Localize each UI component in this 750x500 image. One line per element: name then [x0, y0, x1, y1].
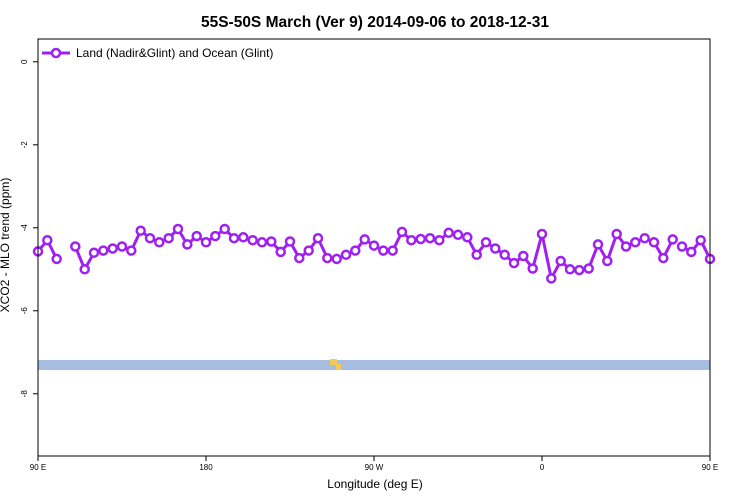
data-point — [443, 227, 454, 239]
data-point — [406, 234, 417, 246]
data-point — [284, 236, 296, 247]
data-point — [172, 223, 184, 235]
x-tick-label: 90 E — [702, 463, 718, 472]
axis-ticks: 90 E 180 90 W 0 90 E 0 -2 -4 -6 -8 — [20, 59, 718, 472]
legend: Land (Nadir&Glint) and Ocean (Glint) — [42, 46, 273, 60]
series-line — [681, 238, 712, 260]
data-point — [639, 232, 650, 244]
data-point — [144, 232, 156, 244]
series-layer — [32, 223, 716, 284]
data-point — [630, 237, 641, 248]
data-point — [676, 241, 688, 252]
data-point — [116, 241, 128, 252]
data-point — [415, 233, 426, 245]
data-point — [247, 234, 258, 246]
data-point — [555, 255, 566, 267]
data-point — [219, 223, 230, 235]
data-point — [508, 257, 520, 269]
data-point — [574, 264, 585, 276]
data-point — [462, 232, 473, 243]
data-point — [266, 236, 277, 247]
data-point — [536, 228, 548, 240]
data-point — [135, 225, 146, 236]
data-point — [256, 237, 268, 248]
data-point — [51, 253, 62, 265]
y-axis-label: XCO2 - MLO trend (ppm) — [0, 178, 12, 313]
data-point — [303, 245, 314, 256]
data-point — [378, 245, 389, 256]
data-point — [210, 230, 221, 242]
data-point — [658, 252, 669, 264]
legend-label: Land (Nadir&Glint) and Ocean (Glint) — [76, 46, 273, 60]
data-point — [452, 229, 464, 241]
x-tick-label: 180 — [199, 463, 213, 472]
x-tick-label: 90 W — [365, 463, 384, 472]
land-mask-band — [38, 359, 710, 370]
data-point — [98, 245, 109, 256]
data-point — [387, 245, 398, 256]
data-point — [340, 249, 352, 261]
land-patch — [330, 359, 337, 365]
data-point — [191, 230, 202, 242]
data-point — [42, 234, 53, 246]
data-point — [182, 239, 193, 250]
data-point — [200, 237, 212, 248]
data-point — [592, 239, 604, 250]
data-point — [648, 237, 660, 248]
plot-frame — [37, 38, 711, 457]
data-point — [620, 241, 632, 252]
y-tick-label: 0 — [20, 59, 29, 64]
data-point — [350, 245, 361, 256]
data-point — [499, 249, 510, 261]
data-point — [686, 246, 697, 258]
data-point — [583, 263, 594, 274]
data-point — [88, 247, 100, 258]
data-point — [564, 264, 576, 275]
data-point — [396, 226, 408, 238]
y-tick-label: -2 — [20, 141, 29, 149]
data-point — [228, 232, 240, 244]
data-point — [527, 263, 538, 274]
data-point — [667, 234, 678, 245]
data-point — [163, 232, 174, 244]
y-tick-label: -6 — [20, 307, 29, 315]
data-point — [107, 243, 118, 254]
x-tick-label: 90 E — [30, 463, 46, 472]
data-point — [359, 234, 370, 245]
data-point — [322, 252, 333, 264]
legend-marker — [50, 47, 62, 59]
data-point — [695, 234, 706, 246]
land-patch — [336, 364, 341, 370]
x-tick-label: 0 — [540, 463, 545, 472]
data-point — [611, 228, 622, 240]
data-point — [602, 255, 613, 267]
data-point — [238, 232, 249, 243]
data-point — [490, 243, 501, 254]
data-point — [331, 253, 342, 265]
data-point — [434, 234, 445, 246]
data-point — [546, 273, 557, 284]
chart-title: 55S-50S March (Ver 9) 2014-09-06 to 2018… — [201, 14, 549, 31]
data-point — [312, 232, 324, 244]
data-point — [275, 246, 286, 258]
data-point — [79, 264, 90, 275]
data-point — [70, 241, 81, 252]
data-point — [294, 252, 305, 264]
ocean-band — [38, 360, 710, 370]
data-point — [126, 245, 137, 256]
y-tick-label: -8 — [20, 390, 29, 398]
data-point — [154, 237, 165, 248]
data-point — [368, 240, 380, 251]
data-point — [471, 249, 482, 261]
data-point — [518, 250, 529, 262]
x-axis-label: Longitude (deg E) — [327, 477, 422, 491]
data-point — [424, 232, 436, 244]
y-tick-label: -4 — [20, 224, 29, 232]
data-point — [480, 237, 492, 248]
